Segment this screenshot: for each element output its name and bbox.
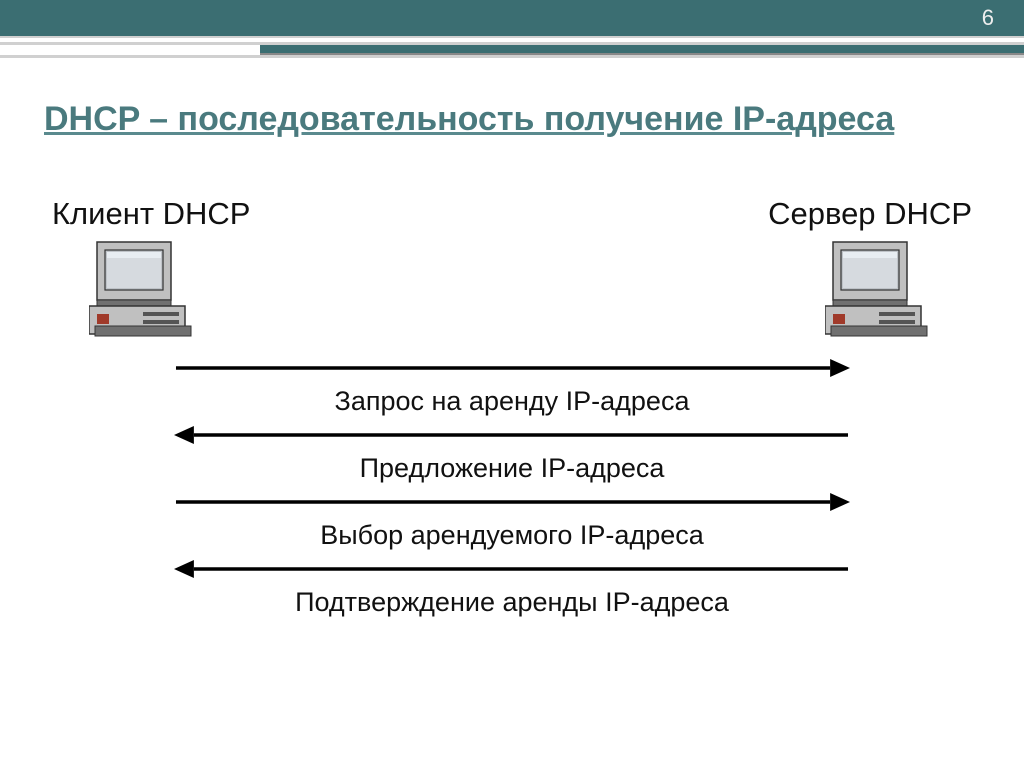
header-top-bar: 6: [0, 0, 1024, 36]
client-label: Клиент DHCP: [52, 196, 250, 232]
computer-icons-row: [44, 240, 980, 345]
message-label-1: Запрос на аренду IP-адреса: [174, 386, 850, 417]
message-sequence: Запрос на аренду IP-адреса Предложение IP…: [174, 356, 850, 624]
message-step-3: Выбор арендуемого IP-адреса: [174, 490, 850, 551]
client-computer-icon: [84, 240, 204, 345]
page-number: 6: [982, 5, 994, 31]
dhcp-diagram: Клиент DHCP Сервер DHCP Запрос на аренду…: [44, 196, 980, 345]
message-step-4: Подтверждение аренды IP-адреса: [174, 557, 850, 618]
header-decoration: [0, 36, 1024, 58]
message-label-2: Предложение IP-адреса: [174, 453, 850, 484]
message-step-2: Предложение IP-адреса: [174, 423, 850, 484]
message-step-1: Запрос на аренду IP-адреса: [174, 356, 850, 417]
slide-title: DHCP – последовательность получение IP-а…: [44, 98, 980, 141]
endpoint-labels: Клиент DHCP Сервер DHCP: [44, 196, 980, 232]
server-computer-icon: [820, 240, 940, 345]
message-label-3: Выбор арендуемого IP-адреса: [174, 520, 850, 551]
message-label-4: Подтверждение аренды IP-адреса: [174, 587, 850, 618]
slide-header: 6: [0, 0, 1024, 56]
server-label: Сервер DHCP: [768, 196, 972, 232]
